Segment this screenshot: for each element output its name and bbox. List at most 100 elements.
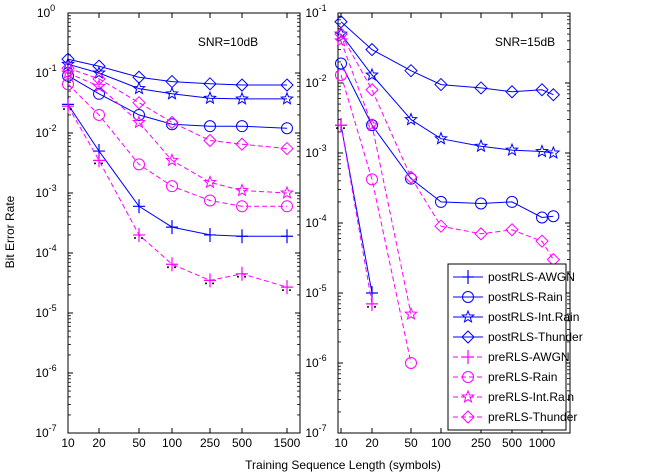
data-point	[62, 78, 74, 91]
series-line	[67, 67, 288, 150]
data-point	[505, 142, 519, 157]
y-tick-label: 10-5	[35, 303, 56, 320]
legend-item-postrls-awgn: postRLS-AWGN	[453, 270, 575, 284]
data-point	[505, 223, 519, 237]
legend-label: postRLS-Thunder	[488, 330, 583, 344]
data-point	[535, 83, 549, 97]
legend-item-prerls-thunder: preRLS-Thunder	[453, 410, 577, 424]
data-point	[335, 57, 347, 70]
series-prerls-thunder	[61, 61, 294, 156]
data-point	[365, 42, 379, 57]
data-point	[281, 280, 293, 295]
series-prerls-int-rain	[61, 65, 294, 200]
data-point	[404, 112, 418, 126]
axes-frame	[67, 12, 301, 434]
series-prerls-awgn	[62, 99, 293, 295]
x-tick-label: 100	[162, 436, 182, 450]
data-point	[93, 153, 105, 168]
data-point	[165, 115, 179, 130]
data-point	[281, 122, 293, 135]
data-point	[405, 357, 417, 369]
data-point	[92, 65, 106, 80]
legend-label: postRLS-AWGN	[488, 270, 575, 284]
series-line	[340, 40, 412, 315]
y-tick-label: 10-1	[305, 3, 326, 20]
series-line	[340, 63, 554, 219]
data-point	[236, 200, 248, 213]
data-point	[434, 131, 448, 145]
data-point	[132, 115, 146, 129]
data-point	[546, 145, 561, 160]
data-point	[365, 83, 379, 97]
legend-marker	[462, 270, 474, 284]
legend-item-prerls-int-rain: preRLS-Int.Rain	[453, 389, 574, 404]
data-point	[204, 227, 216, 242]
y-tick-label: 10-5	[305, 283, 326, 300]
data-point	[204, 273, 216, 288]
data-point	[203, 175, 217, 189]
data-point	[133, 199, 145, 214]
data-point	[166, 257, 178, 272]
data-point	[334, 26, 348, 40]
legend-box	[447, 263, 567, 431]
data-point	[365, 117, 379, 132]
data-point	[474, 81, 488, 95]
series-line	[67, 105, 288, 288]
y-tick-label: 10-3	[35, 183, 56, 200]
series-line	[67, 83, 287, 207]
y-tick-label: 10-6	[305, 353, 326, 370]
x-tick-label: 1500	[274, 436, 301, 450]
legend-label: postRLS-Int.Rain	[488, 310, 579, 324]
data-point	[93, 108, 105, 121]
snr-annotation: SNR=15dB	[495, 35, 555, 49]
data-point	[132, 81, 146, 95]
x-tick-label: 50	[404, 436, 418, 450]
data-point	[506, 195, 518, 208]
series-line	[67, 75, 288, 129]
legend-label: preRLS-Int.Rain	[488, 390, 574, 404]
legend-marker	[461, 389, 475, 404]
y-tick-label: 10-2	[305, 73, 326, 90]
data-point	[166, 220, 178, 235]
series-postrls-thunder	[334, 15, 561, 102]
x-tick-label: 10	[61, 436, 75, 450]
y-tick-label: 10-7	[305, 423, 326, 440]
data-point	[280, 91, 294, 105]
data-point	[505, 85, 519, 99]
series-prerls-rain	[335, 69, 417, 369]
y-tick-label: 100	[37, 3, 55, 20]
series-prerls-rain	[62, 78, 293, 213]
x-tick-label: 1000	[529, 436, 556, 450]
legend: postRLS-AWGN postRLS-Rain postRLS-Int.Rain…	[447, 263, 583, 431]
legend-marker	[462, 291, 474, 303]
data-point	[435, 195, 447, 208]
data-point	[166, 118, 178, 131]
data-point	[165, 153, 179, 167]
y-tick-label: 10-4	[305, 213, 326, 230]
data-point	[474, 227, 488, 241]
y-tick-label: 10-4	[35, 243, 56, 260]
series-prerls-thunder	[334, 27, 561, 267]
series-line	[67, 58, 287, 86]
data-point	[535, 234, 549, 248]
data-point	[335, 118, 347, 133]
legend-item-prerls-rain: preRLS-Rain	[453, 370, 557, 384]
x-tick-label: 500	[502, 436, 522, 450]
data-point	[203, 90, 217, 105]
series-line	[340, 74, 412, 364]
data-point	[165, 74, 179, 89]
data-point	[434, 77, 448, 92]
data-point	[235, 78, 249, 92]
data-point	[62, 69, 74, 82]
data-point	[132, 70, 146, 84]
chart-snr-15db: 10-7 10-6 10-5 10-4 10-3 10-2 10-1 10 20 50 100 250…	[305, 3, 571, 450]
chart-snr-10db: 10-7 10-6 10-5 10-4 10-3 10-2 10-1 100 10 20 50 100…	[35, 3, 300, 450]
data-point	[92, 72, 106, 86]
legend-label: preRLS-Rain	[488, 370, 557, 384]
data-point	[365, 67, 379, 82]
series-postrls-rain	[335, 57, 560, 224]
data-point	[404, 170, 418, 184]
legend-item-postrls-thunder: postRLS-Thunder	[453, 330, 583, 344]
series-line	[340, 33, 554, 260]
